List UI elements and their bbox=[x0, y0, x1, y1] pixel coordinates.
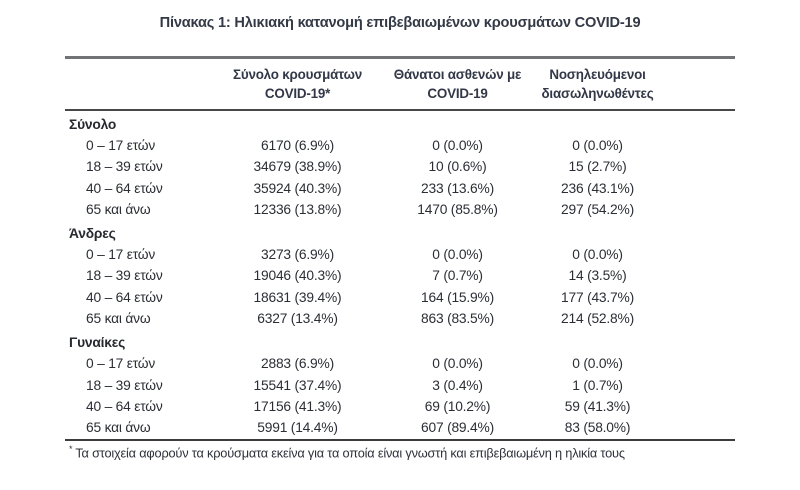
intubated-value: 177 (43.7%) bbox=[561, 289, 634, 305]
age-group-label: 0 – 17 ετών bbox=[86, 356, 156, 372]
section-label: Γυναίκες bbox=[69, 334, 126, 350]
header-spacer bbox=[660, 57, 735, 111]
header-cases: Σύνολο κρουσμάτων COVID-19* bbox=[215, 57, 380, 111]
deaths-value: 69 (10.2%) bbox=[424, 399, 491, 414]
intubated-value: 297 (54.2%) bbox=[561, 202, 634, 217]
deaths-value: 863 (83.5%) bbox=[421, 311, 494, 327]
section-row-total: Σύνολο bbox=[65, 110, 735, 135]
age-group-label: 18 – 39 ετών bbox=[86, 159, 163, 175]
deaths-value: 0 (0.0%) bbox=[432, 356, 483, 372]
age-group-label: 0 – 17 ετών bbox=[86, 137, 156, 153]
cases-value: 5991 (14.4%) bbox=[257, 420, 338, 436]
cases-value: 35924 (40.3%) bbox=[253, 180, 342, 196]
age-group-label: 65 και άνω bbox=[86, 202, 151, 217]
covid-age-table: Σύνολο κρουσμάτων COVID-19* Θάνατοι ασθε… bbox=[65, 56, 735, 441]
table-row: 18 – 39 ετών 15541 (37.4%) 3 (0.4%) 1 (0… bbox=[65, 374, 735, 395]
deaths-value: 607 (89.4%) bbox=[421, 420, 494, 436]
cases-value: 17156 (41.3%) bbox=[253, 399, 342, 414]
header-deaths-line2: COVID-19 bbox=[427, 86, 488, 101]
age-group-label: 40 – 64 ετών bbox=[86, 399, 163, 414]
intubated-value: 59 (41.3%) bbox=[564, 399, 631, 414]
cases-value: 19046 (40.3%) bbox=[253, 268, 342, 284]
cases-value: 15541 (37.4%) bbox=[253, 377, 342, 393]
table-title: Πίνακας 1: Ηλικιακή κατανομή επιβεβαιωμέ… bbox=[159, 15, 641, 31]
header-cases-line1: Σύνολο κρουσμάτων bbox=[233, 67, 362, 82]
age-group-label: 40 – 64 ετών bbox=[86, 289, 163, 305]
intubated-value: 236 (43.1%) bbox=[561, 180, 634, 196]
intubated-value: 14 (3.5%) bbox=[568, 268, 627, 284]
age-group-label: 18 – 39 ετών bbox=[86, 377, 163, 393]
intubated-value: 83 (58.0%) bbox=[564, 420, 631, 436]
table-row: 0 – 17 ετών 2883 (6.9%) 0 (0.0%) 0 (0.0%… bbox=[65, 353, 735, 374]
deaths-value: 7 (0.7%) bbox=[432, 268, 483, 284]
intubated-value: 0 (0.0%) bbox=[572, 247, 623, 263]
header-cases-line2: COVID-19* bbox=[264, 86, 331, 101]
section-row-women: Γυναίκες bbox=[65, 329, 735, 353]
deaths-value: 164 (15.9%) bbox=[421, 289, 494, 305]
section-label: Σύνολο bbox=[69, 116, 117, 132]
table-row: 65 και άνω 6327 (13.4%) 863 (83.5%) 214 … bbox=[65, 308, 735, 329]
table-row: 0 – 17 ετών 6170 (6.9%) 0 (0.0%) 0 (0.0%… bbox=[65, 135, 735, 156]
intubated-value: 214 (52.8%) bbox=[561, 311, 634, 327]
table-row: 0 – 17 ετών 3273 (6.9%) 0 (0.0%) 0 (0.0%… bbox=[65, 244, 735, 265]
age-group-label: 65 και άνω bbox=[86, 311, 151, 327]
table-row: 18 – 39 ετών 19046 (40.3%) 7 (0.7%) 14 (… bbox=[65, 265, 735, 286]
table-row: 65 και άνω 5991 (14.4%) 607 (89.4%) 83 (… bbox=[65, 417, 735, 439]
table-row: 40 – 64 ετών 17156 (41.3%) 69 (10.2%) 59… bbox=[65, 396, 735, 417]
footnote-text: Τα στοιχεία αφορούν τα κρούσματα εκείνα … bbox=[75, 444, 625, 460]
cases-value: 6327 (13.4%) bbox=[257, 311, 338, 327]
age-group-label: 0 – 17 ετών bbox=[86, 247, 156, 263]
intubated-value: 0 (0.0%) bbox=[572, 137, 623, 153]
deaths-value: 10 (0.6%) bbox=[428, 159, 487, 175]
age-group-label: 18 – 39 ετών bbox=[86, 268, 163, 284]
table-row: 40 – 64 ετών 35924 (40.3%) 233 (13.6%) 2… bbox=[65, 177, 735, 198]
header-deaths-line1: Θάνατοι ασθενών με bbox=[393, 67, 522, 82]
header-intubated: Νοσηλευόμενοι διασωληνωθέντες bbox=[535, 57, 660, 111]
cases-value: 2883 (6.9%) bbox=[261, 356, 334, 372]
deaths-value: 0 (0.0%) bbox=[432, 247, 483, 263]
age-group-label: 65 και άνω bbox=[86, 420, 151, 436]
cases-value: 34679 (38.9%) bbox=[253, 159, 342, 175]
header-intubated-line2: διασωληνωθέντες bbox=[541, 86, 654, 101]
cases-value: 6170 (6.9%) bbox=[261, 137, 334, 153]
cases-value: 18631 (39.4%) bbox=[253, 289, 342, 305]
table-header: Σύνολο κρουσμάτων COVID-19* Θάνατοι ασθε… bbox=[65, 57, 735, 111]
deaths-value: 0 (0.0%) bbox=[432, 137, 483, 153]
cases-value: 12336 (13.8%) bbox=[253, 202, 342, 217]
header-deaths: Θάνατοι ασθενών με COVID-19 bbox=[380, 57, 535, 111]
cases-value: 3273 (6.9%) bbox=[261, 247, 334, 263]
deaths-value: 233 (13.6%) bbox=[421, 180, 494, 196]
table-row: 40 – 64 ετών 18631 (39.4%) 164 (15.9%) 1… bbox=[65, 287, 735, 308]
deaths-value: 1470 (85.8%) bbox=[417, 202, 498, 217]
header-intubated-line1: Νοσηλευόμενοι bbox=[549, 67, 646, 82]
table-footnote: * Τα στοιχεία αφορούν τα κρούσματα εκείνα… bbox=[65, 444, 735, 460]
section-row-men: Άνδρες bbox=[65, 220, 735, 244]
table-body: Σύνολο 0 – 17 ετών 6170 (6.9%) 0 (0.0%) … bbox=[65, 110, 735, 440]
section-label: Άνδρες bbox=[69, 225, 116, 241]
intubated-value: 1 (0.7%) bbox=[572, 377, 623, 393]
covid-age-table-wrap: Σύνολο κρουσμάτων COVID-19* Θάνατοι ασθε… bbox=[65, 56, 735, 460]
footnote-asterisk: * bbox=[69, 443, 73, 454]
header-empty bbox=[65, 57, 215, 111]
header-row: Σύνολο κρουσμάτων COVID-19* Θάνατοι ασθε… bbox=[65, 57, 735, 111]
age-group-label: 40 – 64 ετών bbox=[86, 180, 163, 196]
intubated-value: 15 (2.7%) bbox=[568, 159, 627, 175]
deaths-value: 3 (0.4%) bbox=[432, 377, 483, 393]
table-row: 18 – 39 ετών 34679 (38.9%) 10 (0.6%) 15 … bbox=[65, 156, 735, 177]
table-row: 65 και άνω 12336 (13.8%) 1470 (85.8%) 29… bbox=[65, 199, 735, 220]
intubated-value: 0 (0.0%) bbox=[572, 356, 623, 372]
